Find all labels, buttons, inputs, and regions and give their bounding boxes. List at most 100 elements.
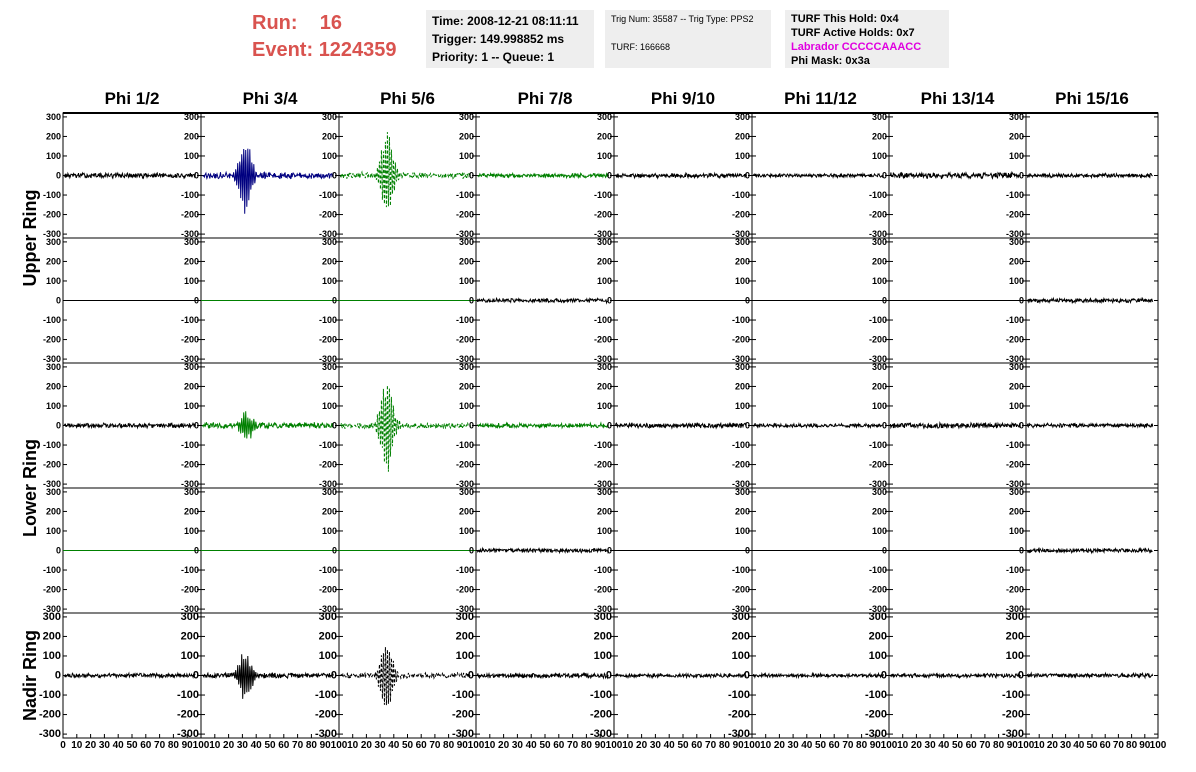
x-tick-label: 50 <box>539 740 551 751</box>
y-tick-label: -200 <box>456 460 474 470</box>
x-tick-label: 70 <box>979 740 991 751</box>
trigger-text: Trigger: 149.998852 ms <box>432 32 565 46</box>
waveform-trace <box>889 420 1021 430</box>
x-tick-label: 30 <box>99 740 111 751</box>
x-tick-label: 80 <box>993 740 1005 751</box>
y-tick-label: 0 <box>1019 296 1024 306</box>
y-tick-label: -100 <box>456 565 474 575</box>
y-tick-label: 300 <box>735 487 750 497</box>
y-tick-label: 200 <box>184 256 199 266</box>
y-tick-label: -100 <box>732 440 750 450</box>
y-tick-label: -100 <box>315 689 337 701</box>
y-tick-label: -300 <box>732 229 750 239</box>
x-tick-label: 100 <box>1150 740 1167 751</box>
y-tick-label: 200 <box>872 131 887 141</box>
y-tick-label: 200 <box>184 131 199 141</box>
y-tick-label: -300 <box>732 354 750 364</box>
y-tick-label: -100 <box>181 190 199 200</box>
y-tick-label: -200 <box>177 709 199 721</box>
x-tick-label: 70 <box>705 740 717 751</box>
y-tick-label: 200 <box>1006 630 1024 642</box>
waveform-trace <box>339 646 471 706</box>
time-text: Time: 2008-12-21 08:11:11 <box>432 14 579 28</box>
x-tick-label: 30 <box>512 740 524 751</box>
y-tick-label: -100 <box>456 440 474 450</box>
x-tick-label: 50 <box>264 740 276 751</box>
x-tick-label: 100 <box>193 740 210 751</box>
y-tick-label: 300 <box>1009 112 1024 122</box>
y-tick-label: -100 <box>43 440 61 450</box>
event-label: Event: <box>252 39 314 61</box>
y-tick-label: 200 <box>735 256 750 266</box>
y-tick-label: 100 <box>46 401 61 411</box>
x-tick-label: 80 <box>443 740 455 751</box>
x-tick-label: 20 <box>498 740 510 751</box>
y-tick-label: -300 <box>1006 229 1024 239</box>
y-tick-label: 300 <box>46 112 61 122</box>
waveform-trace <box>477 171 609 180</box>
waveform-trace <box>476 296 609 305</box>
y-tick-label: 100 <box>872 276 887 286</box>
y-tick-label: 0 <box>332 546 337 556</box>
y-tick-label: -100 <box>1006 315 1024 325</box>
x-tick-label: 70 <box>429 740 441 751</box>
y-tick-label: 0 <box>745 171 750 181</box>
y-tick-label: 200 <box>322 506 337 516</box>
x-tick-label: 40 <box>664 740 676 751</box>
y-tick-label: -300 <box>181 604 199 614</box>
y-tick-label: -200 <box>1002 709 1024 721</box>
y-tick-label: 200 <box>322 131 337 141</box>
y-tick-label: 0 <box>56 171 61 181</box>
y-tick-label: -100 <box>594 440 612 450</box>
y-tick-label: 300 <box>322 487 337 497</box>
waveform-trace <box>614 421 747 430</box>
waveform-trace <box>340 385 471 472</box>
y-tick-label: -300 <box>869 229 887 239</box>
x-tick-label: 20 <box>361 740 373 751</box>
y-tick-label: 300 <box>43 611 61 623</box>
y-tick-label: 200 <box>459 381 474 391</box>
y-tick-label: 300 <box>459 112 474 122</box>
row-group-label: Lower Ring <box>20 439 40 537</box>
y-tick-label: -100 <box>452 689 474 701</box>
y-tick-label: 0 <box>606 670 612 682</box>
x-tick-label: 50 <box>677 740 689 751</box>
y-tick-label: 100 <box>872 526 887 536</box>
y-tick-label: 200 <box>322 381 337 391</box>
x-tick-label: 70 <box>154 740 166 751</box>
event-row: Event: 1224359 <box>252 37 422 64</box>
x-tick-label: 10 <box>209 740 221 751</box>
y-tick-label: -300 <box>728 728 750 740</box>
y-tick-label: -300 <box>594 229 612 239</box>
y-tick-label: -300 <box>456 229 474 239</box>
x-tick-label: 20 <box>774 740 786 751</box>
y-tick-label: 0 <box>56 296 61 306</box>
y-tick-label: -300 <box>456 479 474 489</box>
y-tick-label: -300 <box>319 479 337 489</box>
y-tick-label: -200 <box>594 335 612 345</box>
y-tick-label: -100 <box>177 689 199 701</box>
run-value: 16 <box>319 12 343 34</box>
x-tick-label: 10 <box>897 740 909 751</box>
y-tick-label: 0 <box>469 296 474 306</box>
y-tick-label: 200 <box>46 131 61 141</box>
y-tick-label: -100 <box>590 689 612 701</box>
trig-num-text: Trig Num: 35587 -- Trig Type: PPS2 <box>611 14 754 24</box>
y-tick-label: 100 <box>184 401 199 411</box>
waveform-trace <box>202 654 334 699</box>
y-tick-label: 0 <box>607 171 612 181</box>
waveform-trace <box>1026 422 1154 429</box>
y-tick-label: -100 <box>181 315 199 325</box>
y-tick-label: 100 <box>594 650 612 662</box>
y-tick-label: 200 <box>46 506 61 516</box>
y-tick-label: -200 <box>181 585 199 595</box>
y-tick-label: -100 <box>1006 440 1024 450</box>
y-tick-label: 0 <box>331 670 337 682</box>
y-tick-label: -100 <box>319 440 337 450</box>
run-event-block: Run: 16 Event: 1224359 <box>252 10 422 66</box>
y-tick-label: -100 <box>43 315 61 325</box>
y-tick-label: 300 <box>184 487 199 497</box>
row-group-label: Nadir Ring <box>20 630 40 721</box>
x-tick-label: 50 <box>815 740 827 751</box>
y-tick-label: -100 <box>43 565 61 575</box>
